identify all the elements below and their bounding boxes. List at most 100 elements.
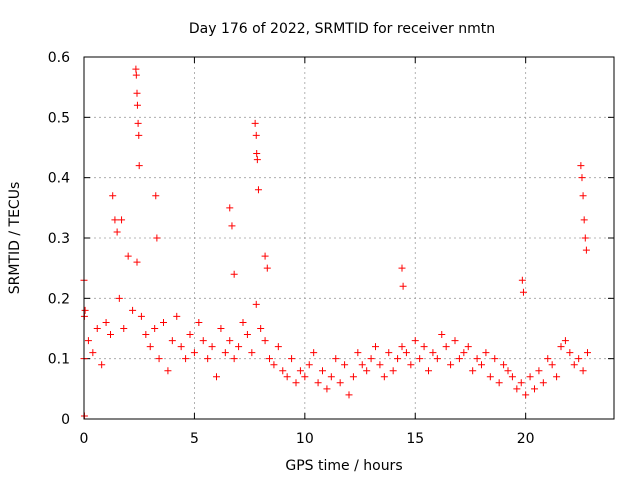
- data-point: [508, 373, 516, 381]
- data-point: [411, 337, 419, 345]
- data-point: [213, 373, 220, 381]
- data-point: [535, 367, 543, 375]
- grid: [84, 57, 614, 419]
- data-point: [358, 361, 366, 369]
- data-point: [160, 318, 167, 326]
- data-point: [270, 361, 278, 369]
- x-tick-label: 10: [296, 431, 314, 447]
- plot-frame: [83, 56, 615, 420]
- data-point: [380, 373, 388, 381]
- data-point: [263, 264, 271, 272]
- data-point: [399, 282, 407, 290]
- data-point: [416, 355, 424, 363]
- data-point: [252, 300, 260, 308]
- data-point: [120, 325, 128, 332]
- data-point: [491, 355, 499, 363]
- data-point: [173, 312, 181, 320]
- data-point: [109, 192, 117, 200]
- x-axis-ticks: 0 5 10 15 20: [80, 57, 535, 447]
- data-point: [526, 373, 534, 381]
- data-point: [522, 391, 530, 399]
- data-point: [584, 349, 591, 357]
- data-point: [152, 192, 160, 200]
- data-point: [301, 373, 309, 381]
- data-point: [394, 355, 402, 363]
- data-point: [349, 373, 357, 381]
- data-point: [133, 258, 141, 266]
- data-point: [102, 318, 110, 326]
- data-point: [518, 276, 526, 284]
- y-tick-label: 0.1: [48, 352, 70, 368]
- data-point: [253, 156, 261, 164]
- y-tick-label: 0.5: [48, 110, 70, 126]
- data-point: [296, 367, 304, 375]
- data-point: [124, 252, 132, 260]
- data-point: [385, 349, 393, 357]
- data-point: [177, 343, 185, 351]
- data-point: [279, 367, 287, 375]
- y-axis-ticks: 0 0.1 0.2 0.3 0.4 0.5 0.6: [48, 50, 614, 428]
- data-point: [363, 367, 371, 375]
- x-axis-title: GPS time / hours: [285, 458, 402, 474]
- data-point: [575, 355, 583, 363]
- data-point: [155, 355, 163, 363]
- data-point: [531, 385, 538, 393]
- data-point: [226, 204, 234, 212]
- data-point: [254, 186, 262, 194]
- data-point: [98, 361, 106, 369]
- data-point: [455, 355, 463, 363]
- data-point: [578, 174, 586, 182]
- data-point: [345, 391, 353, 399]
- x-tick-label: 0: [80, 431, 89, 447]
- data-point: [570, 361, 578, 369]
- x-tick-label: 5: [190, 431, 199, 447]
- y-axis-title: SRMTID / TECUs: [7, 182, 23, 295]
- y-tick-label: 0.3: [48, 231, 70, 247]
- data-point: [561, 337, 569, 345]
- data-point: [579, 367, 587, 375]
- data-point: [228, 222, 236, 230]
- y-tick-label: 0.2: [48, 291, 70, 307]
- data-point: [323, 385, 331, 393]
- data-point: [513, 385, 521, 393]
- data-point: [221, 349, 229, 357]
- data-point: [135, 162, 143, 170]
- data-point: [129, 306, 137, 314]
- data-point: [133, 89, 141, 97]
- data-point: [133, 101, 141, 109]
- data-point: [376, 361, 384, 369]
- data-point: [182, 355, 190, 363]
- data-point: [314, 379, 322, 387]
- data-point: [253, 150, 261, 158]
- data-point: [336, 379, 344, 387]
- data-point: [332, 355, 340, 363]
- data-point: [367, 355, 375, 363]
- data-point: [566, 349, 574, 357]
- data-point: [389, 367, 397, 375]
- data-point: [132, 65, 140, 73]
- data-point: [438, 331, 446, 339]
- data-point: [469, 367, 477, 375]
- data-point: [447, 361, 455, 369]
- data-point: [132, 71, 140, 79]
- data-point: [429, 349, 437, 357]
- data-point: [451, 337, 459, 345]
- data-point: [89, 349, 97, 357]
- data-point: [433, 355, 441, 363]
- data-point: [539, 379, 547, 387]
- data-point: [248, 349, 256, 357]
- data-point: [288, 355, 296, 363]
- data-point: [305, 361, 313, 369]
- data-point: [243, 331, 251, 339]
- data-point: [252, 131, 260, 139]
- data-points: [80, 65, 591, 420]
- data-point: [517, 379, 525, 387]
- data-point: [261, 252, 269, 260]
- chart-title: Day 176 of 2022, SRMTID for receiver nmt…: [189, 21, 495, 37]
- data-point: [113, 228, 121, 236]
- data-point: [319, 367, 326, 375]
- data-point: [354, 349, 362, 357]
- data-point: [217, 325, 225, 332]
- data-point: [579, 192, 587, 200]
- data-point: [398, 264, 406, 272]
